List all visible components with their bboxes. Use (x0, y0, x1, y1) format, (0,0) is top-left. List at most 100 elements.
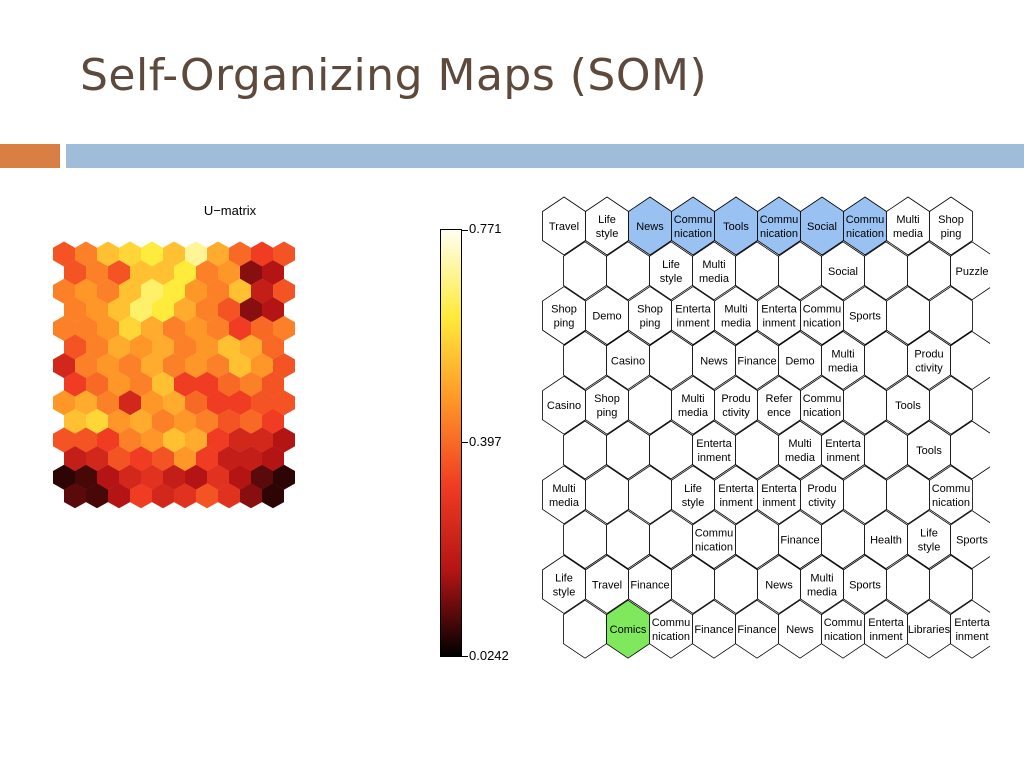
umatrix-cell (108, 483, 130, 509)
som-hex-cell: Enterta inment (950, 599, 990, 659)
som-cell-label: Multi media (893, 214, 924, 240)
som-hex-cell: Multi media (778, 420, 822, 480)
umatrix-cell (185, 241, 207, 267)
som-cell-label: Multi media (785, 438, 816, 464)
som-hex-cell: Multi media (714, 286, 758, 346)
som-cell-label: Casino (611, 355, 645, 367)
umatrix-cell (251, 427, 273, 453)
umatrix-cell (97, 278, 119, 304)
umatrix-cell (262, 260, 284, 286)
som-cell-label: Tools (895, 400, 921, 412)
som-cell-label: Social (807, 221, 837, 233)
umatrix-cell (86, 408, 108, 434)
som-hex-cell: Commu nication (649, 599, 693, 659)
umatrix-cell (229, 315, 251, 341)
som-cell-label: Commu nication (803, 393, 842, 419)
som-cell-label: Commu nication (695, 528, 734, 554)
som-cell-label: Enterta inment (761, 483, 797, 509)
umatrix-cell (141, 390, 163, 416)
som-cell-label: Commu nication (824, 617, 863, 643)
umatrix-cell (174, 408, 196, 434)
umatrix-cell (218, 446, 240, 472)
umatrix-cell (196, 483, 218, 509)
som-cell-label: Demo (785, 355, 814, 367)
som-hex-cell: Casino (542, 375, 586, 435)
umatrix-cell (86, 483, 108, 509)
umatrix-cell (262, 446, 284, 472)
som-cell-label: Produ ctivity (721, 393, 750, 419)
som-hex-cell: Enterta inment (714, 465, 758, 525)
umatrix-cell (119, 390, 141, 416)
umatrix-cell (262, 408, 284, 434)
som-cell-label: Finance (780, 535, 819, 547)
umatrix-cell (64, 260, 86, 286)
umatrix-cell (119, 278, 141, 304)
som-hex-cell: Tools (714, 196, 758, 256)
umatrix-cell (218, 371, 240, 397)
som-hex-cell: Life style (671, 465, 715, 525)
som-hex-cell: Puzzle (950, 241, 990, 301)
umatrix-cell (75, 353, 97, 379)
som-cell-label: Multi media (807, 572, 838, 598)
accent-bar (0, 144, 60, 168)
umatrix-cell (262, 297, 284, 323)
som-cell-label: Multi media (828, 348, 859, 374)
umatrix-cell (108, 408, 130, 434)
umatrix-cell (97, 315, 119, 341)
som-cell-label: Shop ping (938, 214, 964, 240)
umatrix-cell (251, 353, 273, 379)
umatrix-cell (174, 260, 196, 286)
umatrix-cell (141, 278, 163, 304)
som-cell-label: Commu nication (760, 214, 799, 240)
umatrix-cell (163, 353, 185, 379)
som-hex-cell (929, 554, 973, 614)
umatrix-cell (273, 427, 295, 453)
umatrix-cell (53, 241, 75, 267)
som-hex-cell: Sports (843, 286, 887, 346)
umatrix-heatmap (53, 241, 295, 509)
som-hex-cell: Shop ping (542, 286, 586, 346)
umatrix-cell (218, 260, 240, 286)
som-hex-cell: Sports (950, 510, 990, 570)
umatrix-cell (185, 278, 207, 304)
som-cell-label: Travel (592, 579, 622, 591)
som-cell-label: News (700, 355, 728, 367)
umatrix-cell (273, 464, 295, 490)
som-cell-label: Enterta inment (675, 304, 711, 330)
som-hex-cell: Commu nication (800, 286, 844, 346)
umatrix-cell (64, 297, 86, 323)
colorbar-tick-max (462, 230, 468, 231)
umatrix-cell (108, 446, 130, 472)
som-cell-label: Enterta inment (954, 617, 990, 643)
umatrix-cell (196, 260, 218, 286)
umatrix-cell (251, 390, 273, 416)
umatrix-cell (130, 260, 152, 286)
som-cell-label: Shop ping (637, 304, 663, 330)
som-hex-cell: Commu nication (757, 196, 801, 256)
som-cell-label: Tools (723, 221, 749, 233)
umatrix-cell (119, 315, 141, 341)
umatrix-cell (97, 241, 119, 267)
som-hex-cell: Enterta inment (757, 465, 801, 525)
som-cell-label: Finance (737, 624, 776, 636)
umatrix-cell (97, 427, 119, 453)
umatrix-cell (218, 297, 240, 323)
umatrix-cell (229, 390, 251, 416)
som-hex-cell: Produ ctivity (800, 465, 844, 525)
som-hex-cell: Commu nication (929, 465, 973, 525)
som-cell-label: Multi media (699, 259, 730, 285)
umatrix-cell (75, 278, 97, 304)
umatrix-title: U−matrix (203, 203, 257, 218)
umatrix-cell (152, 260, 174, 286)
som-hex-cell: Enterta inment (864, 599, 908, 659)
umatrix-cell (196, 334, 218, 360)
som-cell-label: Shop ping (551, 304, 577, 330)
umatrix-cell (97, 353, 119, 379)
som-cell-label: Refer ence (766, 393, 793, 419)
umatrix-cell (185, 390, 207, 416)
umatrix-cell (273, 241, 295, 267)
umatrix-cell (141, 315, 163, 341)
som-cell-label: Life style (918, 528, 941, 554)
umatrix-cell (108, 297, 130, 323)
colorbar-tick-min (462, 656, 468, 657)
